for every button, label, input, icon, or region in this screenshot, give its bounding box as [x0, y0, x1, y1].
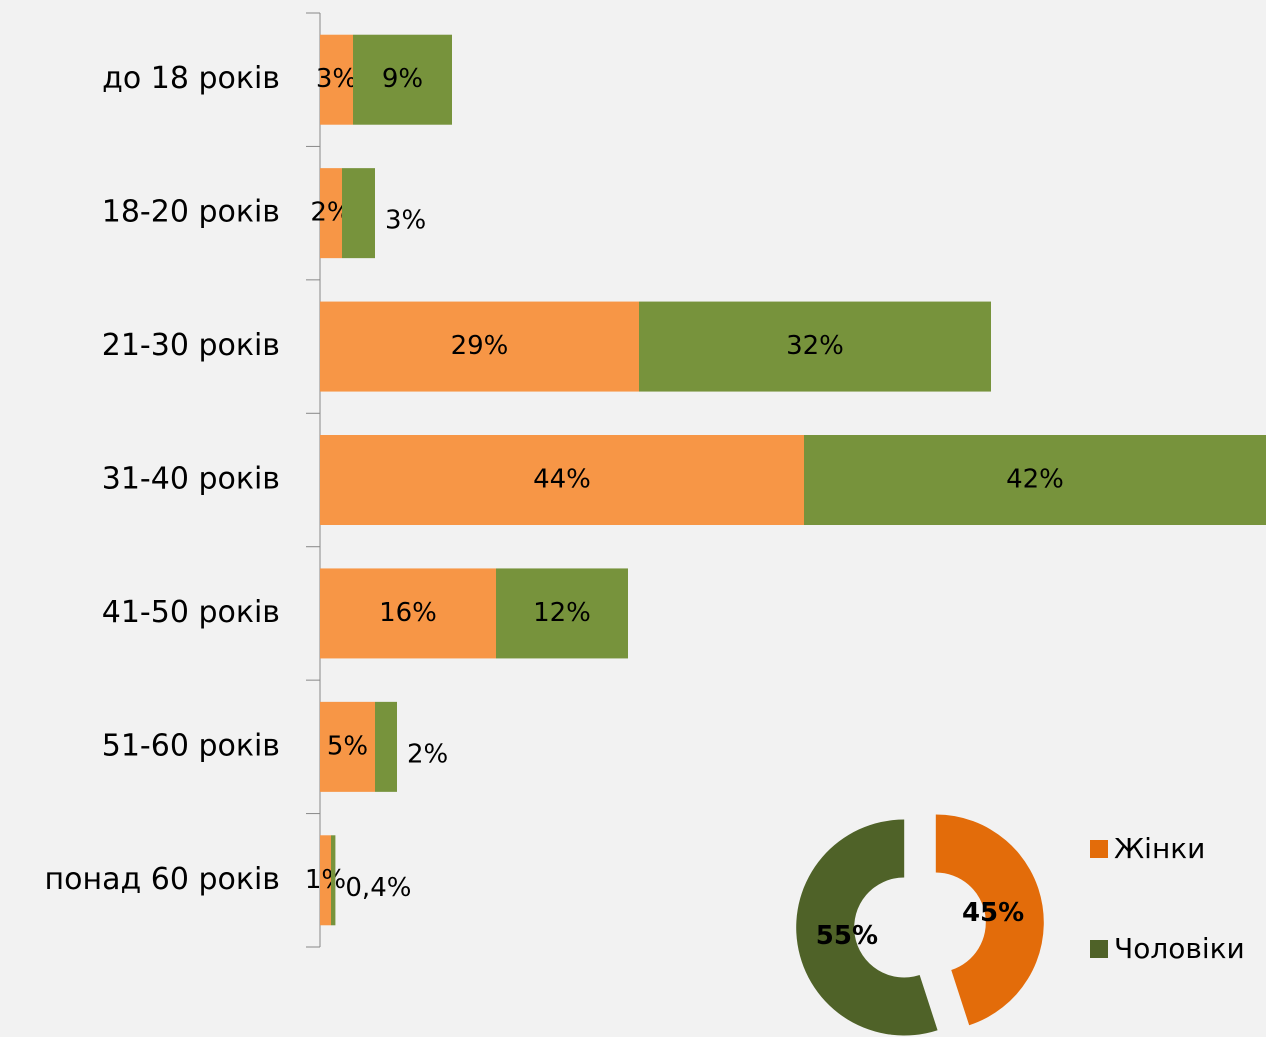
bar-segment	[320, 34, 353, 125]
bar-segment	[320, 301, 639, 392]
bar-segment	[804, 435, 1266, 525]
data-label: 3%	[316, 64, 357, 94]
category-label: понад 60 років	[45, 862, 281, 897]
data-label: 16%	[379, 598, 437, 628]
data-label: 29%	[451, 331, 509, 361]
legend-swatch	[1090, 840, 1108, 858]
data-label: 9%	[382, 64, 423, 94]
bar-segment	[375, 701, 397, 792]
donut-slice	[935, 814, 1044, 1026]
category-label: 18-20 років	[102, 195, 280, 230]
legend-label: Жінки	[1114, 832, 1205, 865]
data-label: 44%	[533, 465, 591, 495]
data-label: 2%	[407, 739, 448, 769]
data-label: 3%	[385, 206, 426, 236]
bar-segment	[320, 835, 331, 926]
category-label: 21-30 років	[102, 328, 280, 363]
legend-label: Чоловіки	[1114, 932, 1245, 965]
category-label: 51-60 років	[102, 728, 280, 763]
category-label: 31-40 років	[102, 462, 280, 497]
bar-segment	[496, 568, 628, 659]
bar-segment	[353, 34, 452, 125]
bar-segment	[342, 168, 375, 259]
bar-segment	[320, 435, 804, 525]
data-label: 12%	[533, 598, 591, 628]
data-label: 32%	[786, 331, 844, 361]
donut-slice	[796, 819, 938, 1036]
donut-label: 55%	[816, 921, 878, 951]
data-label: 5%	[327, 731, 368, 761]
bar-segment	[639, 301, 991, 392]
data-label: 1%	[305, 865, 346, 895]
bar-segment	[320, 168, 342, 259]
data-label: 42%	[1006, 465, 1064, 495]
bar-segment	[331, 835, 336, 926]
category-label: 41-50 років	[102, 595, 280, 630]
donut-label: 45%	[962, 898, 1024, 928]
bar-segment	[320, 568, 496, 659]
category-label: до 18 років	[102, 61, 280, 96]
bar-segment	[320, 701, 375, 792]
legend-swatch	[1090, 940, 1108, 958]
data-label: 0,4%	[345, 873, 411, 903]
